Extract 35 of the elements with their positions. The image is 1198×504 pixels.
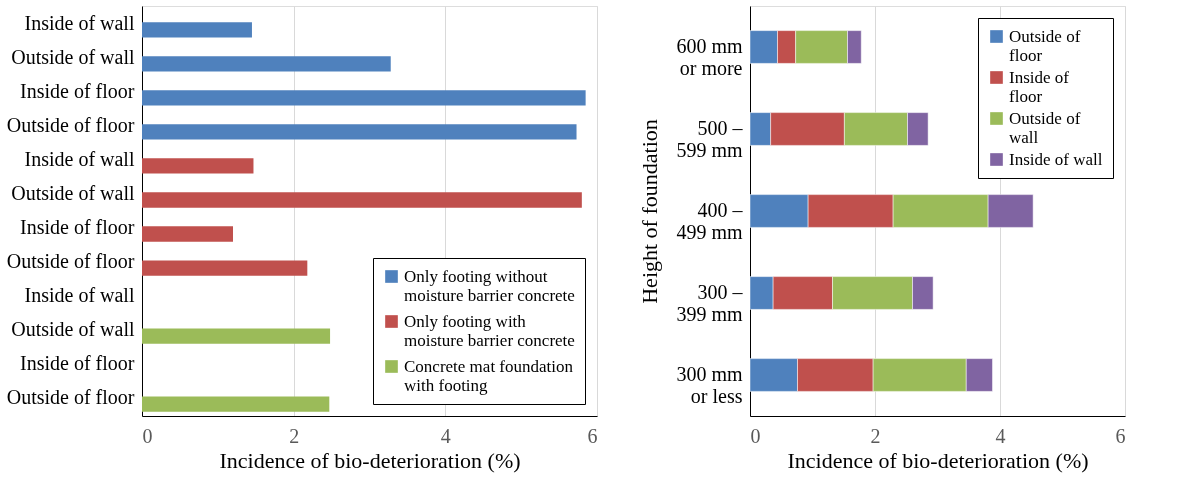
x-tick-label: 0 — [142, 424, 153, 447]
legend-label: Only footing with moisture barrier concrete — [404, 311, 575, 350]
y-tick-label: Outside of floor — [6, 113, 135, 136]
y-tick-label: Outside of wall — [11, 318, 135, 341]
y-tick-label: Inside of floor — [20, 216, 135, 239]
legend-label: Inside of wall — [1009, 149, 1103, 169]
y-tick-label: 600 mm or more — [676, 35, 743, 79]
legend-label: Outside of wall — [1009, 108, 1081, 147]
legend-label: Inside of floor — [1009, 67, 1070, 106]
legend-label: Concrete mat foundation with footing — [404, 356, 574, 395]
y-tick-label: Inside of wall — [24, 11, 135, 34]
y-tick-label: Inside of wall — [24, 284, 135, 307]
x-axis-title: Incidence of bio-deterioration (%) — [219, 447, 521, 473]
x-tick-label: 6 — [587, 424, 598, 447]
y-tick-label: 500 – 599 mm — [676, 117, 744, 161]
x-tick-label: 4 — [995, 424, 1006, 447]
y-tick-label: Inside of floor — [20, 352, 135, 375]
y-tick-label: Inside of wall — [24, 147, 135, 170]
x-tick-label: 6 — [1115, 424, 1126, 447]
x-tick-label: 2 — [289, 424, 300, 447]
y-tick-label: 300 – 399 mm — [676, 281, 744, 325]
y-tick-label: Inside of floor — [20, 79, 135, 102]
y-tick-label: Outside of wall — [11, 181, 135, 204]
y-tick-label: Outside of wall — [11, 45, 135, 68]
legend-label: Outside of floor — [1009, 26, 1081, 65]
x-tick-label: 4 — [440, 424, 451, 447]
x-tick-label: 0 — [750, 424, 761, 447]
y-tick-label: Outside of floor — [6, 386, 135, 409]
y-tick-label: Outside of floor — [6, 250, 135, 273]
x-tick-label: 2 — [870, 424, 881, 447]
legend-label: Only footing without moisture barrier concrete — [404, 266, 575, 305]
y-tick-label: 300 mm or less — [676, 363, 743, 407]
x-axis-title: Incidence of bio-deterioration (%) — [787, 447, 1089, 473]
y-tick-label: 400 – 499 mm — [676, 199, 744, 243]
y-axis-title: Height of foundation — [637, 119, 663, 304]
